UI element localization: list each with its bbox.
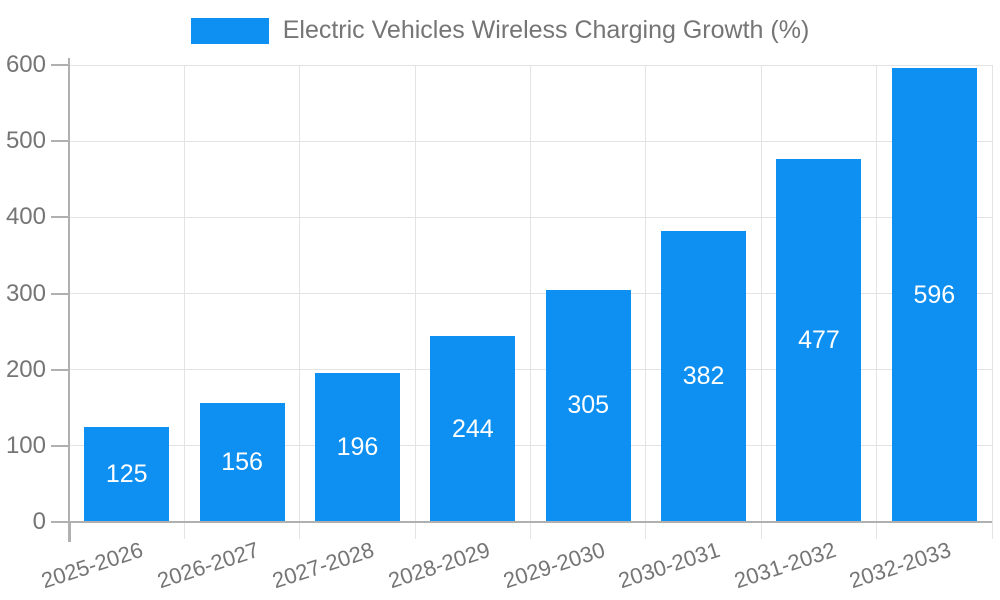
bar-value-label: 196 bbox=[336, 432, 379, 461]
bar: 244 bbox=[430, 336, 516, 522]
v-gridline bbox=[530, 65, 531, 522]
x-axis-line bbox=[67, 521, 992, 523]
x-axis-tick bbox=[530, 522, 531, 539]
legend-label: Electric Vehicles Wireless Charging Grow… bbox=[282, 16, 810, 44]
bar: 125 bbox=[84, 426, 170, 522]
plot-area: 0 100 200 300 400 500 600 125 156 196 244 305 382 477… bbox=[6, 52, 993, 593]
y-tick-label: 400 bbox=[5, 203, 46, 231]
x-tick-label: 2025-2026 bbox=[38, 537, 147, 594]
x-tick-label: 2028-2029 bbox=[384, 537, 493, 594]
y-axis-tick bbox=[51, 292, 69, 295]
x-tick-label: 2027-2028 bbox=[269, 537, 378, 594]
y-tick-label: 100 bbox=[5, 431, 46, 459]
y-axis-tick bbox=[51, 64, 69, 66]
x-axis-tick bbox=[876, 522, 878, 539]
x-tick-label: 2030-2031 bbox=[615, 537, 724, 594]
v-gridline bbox=[645, 65, 647, 522]
v-gridline bbox=[876, 65, 878, 522]
v-gridline bbox=[991, 65, 993, 522]
y-axis-tick bbox=[51, 216, 69, 219]
legend-swatch-icon bbox=[190, 17, 269, 44]
y-axis-tick bbox=[51, 140, 69, 143]
x-axis-tick bbox=[299, 522, 301, 539]
y-tick-label: 0 bbox=[32, 508, 46, 535]
bar-value-label: 305 bbox=[567, 391, 610, 420]
bar-value-label: 244 bbox=[451, 414, 494, 443]
v-gridline bbox=[299, 65, 301, 522]
bar-value-label: 382 bbox=[682, 362, 725, 390]
x-axis-tick bbox=[991, 522, 993, 539]
y-axis-tick bbox=[51, 368, 69, 371]
bar-value-label: 596 bbox=[913, 280, 956, 309]
x-tick-label: 2029-2030 bbox=[500, 537, 608, 594]
y-tick-label: 600 bbox=[5, 51, 46, 78]
bar: 477 bbox=[776, 158, 862, 522]
bar: 156 bbox=[199, 403, 285, 522]
bar: 596 bbox=[891, 68, 977, 522]
legend: Electric Vehicles Wireless Charging Grow… bbox=[0, 16, 1000, 45]
v-gridline bbox=[760, 65, 762, 522]
x-tick-label: 2031-2032 bbox=[730, 537, 839, 594]
bar-value-label: 125 bbox=[105, 459, 148, 488]
x-tick-label: 2032-2033 bbox=[846, 537, 955, 594]
y-tick-label: 200 bbox=[5, 355, 46, 383]
bar: 305 bbox=[545, 289, 631, 522]
x-axis-tick bbox=[414, 522, 416, 539]
y-tick-label: 500 bbox=[5, 127, 46, 155]
bar-value-label: 477 bbox=[798, 325, 840, 354]
x-tick-label: 2026-2027 bbox=[153, 537, 262, 594]
bar-value-label: 156 bbox=[221, 448, 263, 477]
x-axis-tick bbox=[645, 522, 647, 539]
v-gridline bbox=[414, 65, 416, 522]
y-axis-tick bbox=[51, 521, 69, 523]
bar: 196 bbox=[314, 372, 400, 522]
y-tick-label: 300 bbox=[5, 279, 46, 307]
x-axis-tick bbox=[760, 522, 762, 539]
bar: 382 bbox=[661, 231, 747, 522]
y-axis-line bbox=[68, 58, 70, 542]
v-gridline bbox=[183, 65, 185, 522]
x-axis-tick bbox=[183, 522, 185, 539]
y-axis-tick bbox=[51, 444, 69, 447]
